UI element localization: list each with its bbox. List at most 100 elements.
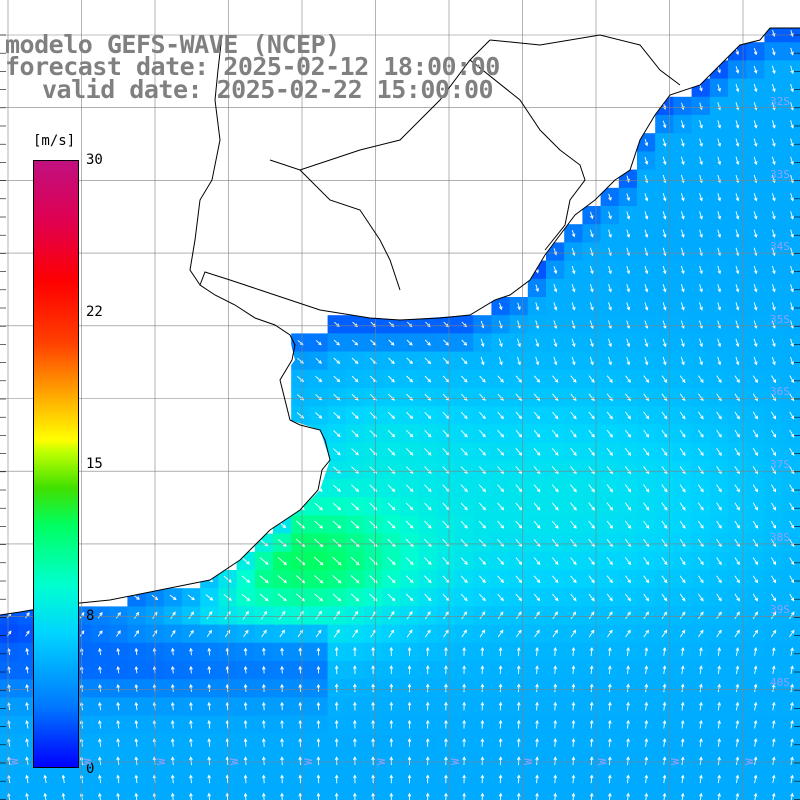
wind-arrow bbox=[643, 484, 650, 493]
wind-arrow bbox=[626, 193, 631, 202]
wind-arrow bbox=[462, 683, 466, 693]
wind-arrow bbox=[460, 502, 468, 511]
wind-arrow bbox=[295, 520, 306, 529]
wind-arrow bbox=[735, 138, 740, 147]
wind-arrow bbox=[624, 484, 632, 493]
wind-arrow bbox=[716, 447, 722, 456]
wind-arrow bbox=[625, 629, 631, 638]
wind-arrow bbox=[571, 356, 576, 366]
wind-arrow bbox=[552, 411, 559, 420]
wind-arrow bbox=[98, 683, 102, 692]
wind-arrow bbox=[697, 557, 704, 566]
wind-arrow bbox=[606, 575, 613, 584]
wind-arrow bbox=[460, 557, 468, 565]
wind-arrow bbox=[333, 610, 340, 620]
wind-arrow bbox=[608, 719, 612, 729]
wind-arrow bbox=[170, 683, 175, 692]
wind-arrow bbox=[116, 792, 120, 800]
land-area bbox=[0, 0, 800, 615]
wind-arrow bbox=[790, 302, 794, 311]
wind-arrow bbox=[25, 756, 29, 765]
wind-arrow bbox=[588, 611, 595, 620]
wind-arrow bbox=[115, 611, 121, 619]
wind-cell bbox=[782, 96, 800, 116]
lon-label: W bbox=[228, 758, 241, 765]
wind-arrow bbox=[771, 302, 776, 311]
wind-arrow bbox=[626, 284, 631, 293]
wind-arrow bbox=[680, 356, 685, 366]
wind-arrow bbox=[516, 646, 521, 656]
wind-cell bbox=[782, 224, 800, 243]
wind-arrow bbox=[243, 774, 248, 784]
wind-arrow bbox=[606, 520, 613, 529]
wind-cell bbox=[782, 115, 800, 134]
wind-arrow bbox=[789, 629, 795, 638]
wind-arrow bbox=[497, 429, 505, 438]
wind-arrow bbox=[662, 701, 667, 711]
wind-cell bbox=[782, 42, 800, 61]
wind-arrow bbox=[626, 756, 630, 766]
wind-arrow bbox=[332, 538, 342, 548]
wind-arrow bbox=[771, 411, 777, 420]
wind-arrow bbox=[571, 265, 576, 275]
wind-arrow bbox=[589, 701, 594, 711]
wind-arrow bbox=[608, 683, 612, 693]
wind-arrow bbox=[261, 665, 266, 674]
wind-arrow bbox=[243, 756, 248, 766]
wind-arrow bbox=[626, 701, 630, 711]
wind-arrow bbox=[460, 484, 468, 493]
wind-arrow bbox=[589, 774, 594, 784]
wind-arrow bbox=[716, 375, 722, 383]
wind-arrow bbox=[789, 411, 795, 420]
wind-arrow bbox=[608, 211, 612, 220]
wind-arrow bbox=[626, 647, 630, 656]
wind-arrow bbox=[389, 738, 394, 747]
wind-arrow bbox=[662, 665, 667, 675]
wind-arrow bbox=[277, 556, 288, 566]
wind-arrow bbox=[25, 738, 29, 747]
wind-arrow bbox=[387, 520, 396, 529]
wind-arrow bbox=[261, 701, 266, 711]
wind-arrow bbox=[771, 738, 776, 747]
wind-arrow bbox=[571, 701, 576, 711]
wind-arrow bbox=[735, 156, 740, 166]
wind-cell bbox=[782, 388, 800, 407]
wind-arrow bbox=[553, 302, 558, 311]
wind-arrow bbox=[680, 665, 685, 675]
wind-arrow bbox=[332, 484, 341, 492]
wind-arrow bbox=[480, 756, 485, 766]
wind-arrow bbox=[479, 575, 486, 584]
wind-arrow bbox=[735, 229, 740, 238]
wind-arrow bbox=[626, 738, 630, 747]
wind-arrow bbox=[551, 502, 559, 511]
wind-arrow bbox=[443, 611, 449, 620]
lat-label: 32S bbox=[770, 95, 790, 108]
wind-arrow bbox=[790, 792, 794, 800]
wind-arrow bbox=[734, 557, 740, 566]
wind-arrow bbox=[533, 484, 541, 493]
wind-arrow bbox=[735, 774, 740, 784]
wind-arrow bbox=[771, 665, 776, 674]
wind-arrow bbox=[535, 683, 539, 693]
wind-arrow bbox=[588, 629, 595, 638]
wind-cell bbox=[782, 369, 800, 389]
wind-arrow bbox=[207, 792, 211, 800]
wind-arrow bbox=[387, 393, 395, 401]
wind-arrow bbox=[334, 738, 339, 747]
wind-arrow bbox=[479, 429, 486, 438]
wind-arrow bbox=[717, 211, 722, 220]
wind-arrow bbox=[389, 756, 394, 765]
wind-arrow bbox=[699, 302, 703, 311]
wind-arrow bbox=[790, 211, 794, 220]
wind-arrow bbox=[243, 719, 248, 729]
wind-arrow bbox=[589, 229, 594, 238]
wind-arrow bbox=[752, 557, 759, 566]
wind-arrow bbox=[588, 520, 595, 529]
wind-arrow bbox=[735, 665, 740, 674]
wind-arrow bbox=[207, 665, 212, 674]
wind-arrow bbox=[243, 701, 248, 711]
wind-arrow bbox=[351, 411, 359, 419]
wind-arrow bbox=[571, 284, 576, 293]
wind-arrow bbox=[223, 575, 232, 583]
wind-arrow bbox=[699, 284, 703, 293]
